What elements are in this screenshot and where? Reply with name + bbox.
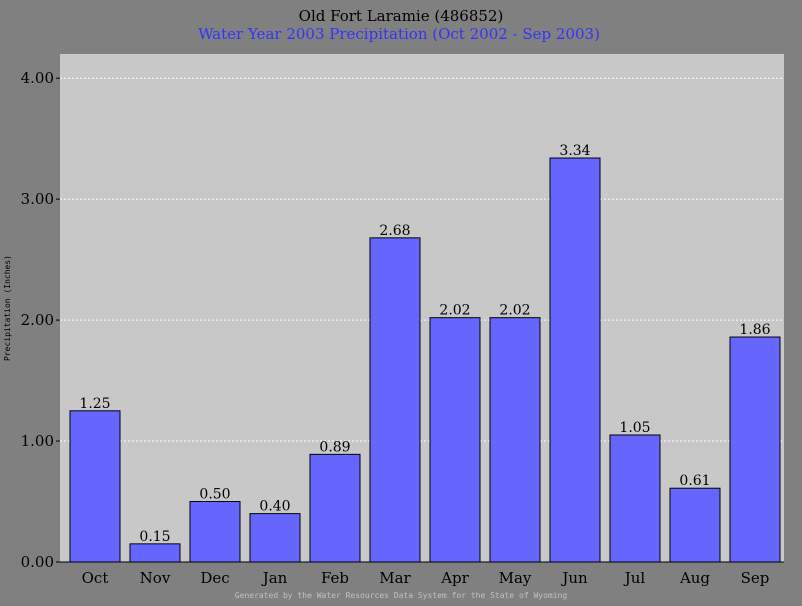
- y-tick-label: 2.00: [21, 311, 54, 329]
- data-labels: 1.25 0.15 0.50 0.40 0.89 2.68 2.02 2.02 3.34 1.05…: [79, 143, 770, 545]
- y-tick-label: 0.00: [21, 553, 54, 571]
- chart-subtitle: Water Year 2003 Precipitation (Oct 2002 …: [198, 25, 600, 43]
- bar-jan: [249, 513, 301, 563]
- data-label-oct: 1.25: [79, 396, 110, 412]
- bar-aug: [669, 487, 721, 563]
- x-tick-label-aug: Aug: [679, 569, 710, 587]
- chart-title: Old Fort Laramie (486852): [299, 7, 504, 25]
- data-label-jan: 0.40: [259, 499, 290, 515]
- data-label-nov: 0.15: [139, 529, 170, 545]
- x-tick-label-nov: Nov: [140, 569, 171, 587]
- data-label-dec: 0.50: [199, 487, 230, 503]
- data-label-apr: 2.02: [439, 303, 470, 319]
- data-label-jul: 1.05: [619, 420, 650, 436]
- x-tick-label-jul: Jul: [623, 569, 646, 587]
- y-tick-label: 4.00: [21, 69, 54, 87]
- footer-credit: Generated by the Water Resources Data Sy…: [235, 591, 568, 600]
- y-tick-label: 3.00: [21, 190, 54, 208]
- x-tick-label-oct: Oct: [82, 569, 109, 587]
- x-tick-label-sep: Sep: [741, 569, 770, 587]
- y-axis-label: Precipitation (Inches): [3, 255, 12, 361]
- y-tick-label: 1.00: [21, 432, 54, 450]
- plot-area: [60, 54, 784, 562]
- data-label-may: 2.02: [499, 303, 530, 319]
- bar-dec: [189, 501, 241, 563]
- gridlines: [60, 77, 784, 442]
- x-tick-label-jan: Jan: [261, 569, 288, 587]
- x-tick-label-may: May: [499, 569, 532, 587]
- x-tick-label-apr: Apr: [440, 569, 469, 587]
- data-label-aug: 0.61: [679, 473, 710, 489]
- data-label-feb: 0.89: [319, 439, 350, 455]
- x-tick-label-mar: Mar: [379, 569, 411, 587]
- x-tick-label-dec: Dec: [200, 569, 229, 587]
- data-label-sep: 1.86: [739, 322, 770, 338]
- bar-feb: [309, 453, 361, 563]
- x-tick-label-feb: Feb: [321, 569, 349, 587]
- data-label-jun: 3.34: [559, 143, 590, 159]
- bar-jun: [549, 157, 601, 563]
- bar-sep: [729, 336, 781, 563]
- bar-may: [489, 317, 541, 563]
- bar-mar: [369, 237, 421, 563]
- bar-oct: [69, 410, 121, 563]
- bars: [69, 157, 781, 563]
- data-label-mar: 2.68: [379, 223, 410, 239]
- bar-apr: [429, 317, 481, 563]
- x-tick-label-jun: Jun: [560, 569, 588, 587]
- y-axis: 0.00 1.00 2.00 3.00 4.00: [21, 69, 60, 571]
- bar-nov: [129, 543, 181, 563]
- x-axis: Oct Nov Dec Jan Feb Mar Apr May Jun Jul Aug Sep: [82, 569, 770, 587]
- bar-jul: [609, 434, 661, 563]
